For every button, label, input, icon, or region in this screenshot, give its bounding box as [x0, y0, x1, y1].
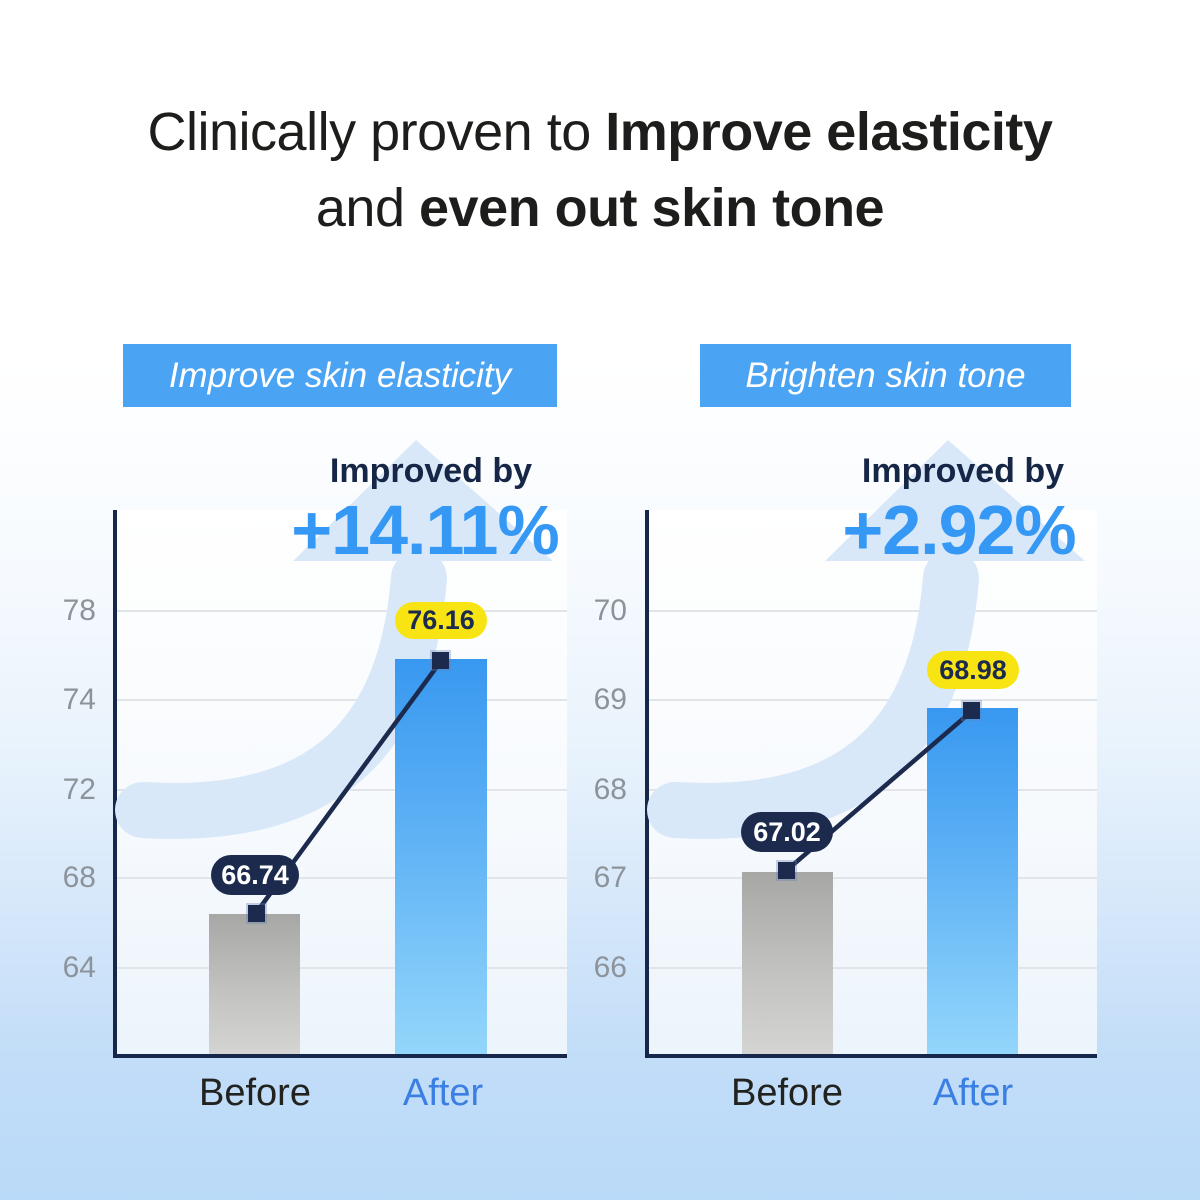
gridline	[117, 699, 567, 701]
growth-arrow-icon	[115, 440, 553, 839]
y-axis-tick-label: 74	[62, 683, 96, 716]
gridline	[649, 967, 1097, 969]
data-point-marker	[432, 652, 449, 669]
gridline	[649, 610, 1097, 612]
data-point-marker	[248, 905, 265, 922]
improved-by-label: Improved by	[861, 452, 1065, 490]
y-axis-tick-label: 68	[593, 773, 627, 806]
y-axis-tick-label: 78	[62, 594, 96, 627]
improvement-value: +14.11%	[291, 491, 559, 569]
title-line-1: Clinically proven to Improve elasticity	[147, 102, 1053, 162]
y-axis-tick-label: 68	[62, 861, 96, 894]
x-axis-label-after: After	[932, 1072, 1014, 1114]
before-bar	[209, 914, 300, 1054]
gridline	[649, 699, 1097, 701]
badge-label: Brighten skin tone	[745, 355, 1026, 395]
gridline	[117, 610, 567, 612]
growth-arrow-icon	[647, 440, 1085, 839]
x-axis-label-before: Before	[199, 1072, 311, 1114]
after-value-pill: 76.16	[395, 602, 487, 639]
gridline	[649, 877, 1097, 879]
badge-label: Improve skin elasticity	[168, 355, 512, 395]
y-axis-tick-label: 66	[593, 951, 627, 984]
gridline	[117, 877, 567, 879]
page-title: Clinically proven to Improve elasticity …	[0, 94, 1200, 246]
y-axis-tick-label: 64	[62, 951, 96, 984]
before-value-pill: 66.74	[211, 855, 299, 895]
after-bar	[395, 659, 487, 1054]
gridline	[117, 967, 567, 969]
elasticity-chart-badge: Improve skin elasticity	[123, 344, 557, 407]
before-bar	[742, 872, 833, 1054]
after-bar	[927, 708, 1018, 1054]
y-axis-tick-label: 67	[593, 861, 627, 894]
y-axis-tick-label: 69	[593, 683, 627, 716]
y-axis-tick-label: 72	[62, 773, 96, 806]
improvement-value: +2.92%	[842, 491, 1076, 569]
skin-tone-chart-badge: Brighten skin tone	[700, 344, 1071, 407]
y-axis-tick-label: 70	[593, 594, 627, 627]
data-point-marker	[778, 862, 795, 879]
after-value-pill: 68.98	[927, 651, 1019, 689]
data-point-marker	[963, 702, 980, 719]
before-value-pill: 67.02	[741, 812, 833, 852]
title-line-2: and even out skin tone	[315, 178, 885, 238]
improved-by-label: Improved by	[329, 452, 533, 490]
x-axis-label-after: After	[402, 1072, 484, 1114]
x-axis-label-before: Before	[731, 1072, 843, 1114]
